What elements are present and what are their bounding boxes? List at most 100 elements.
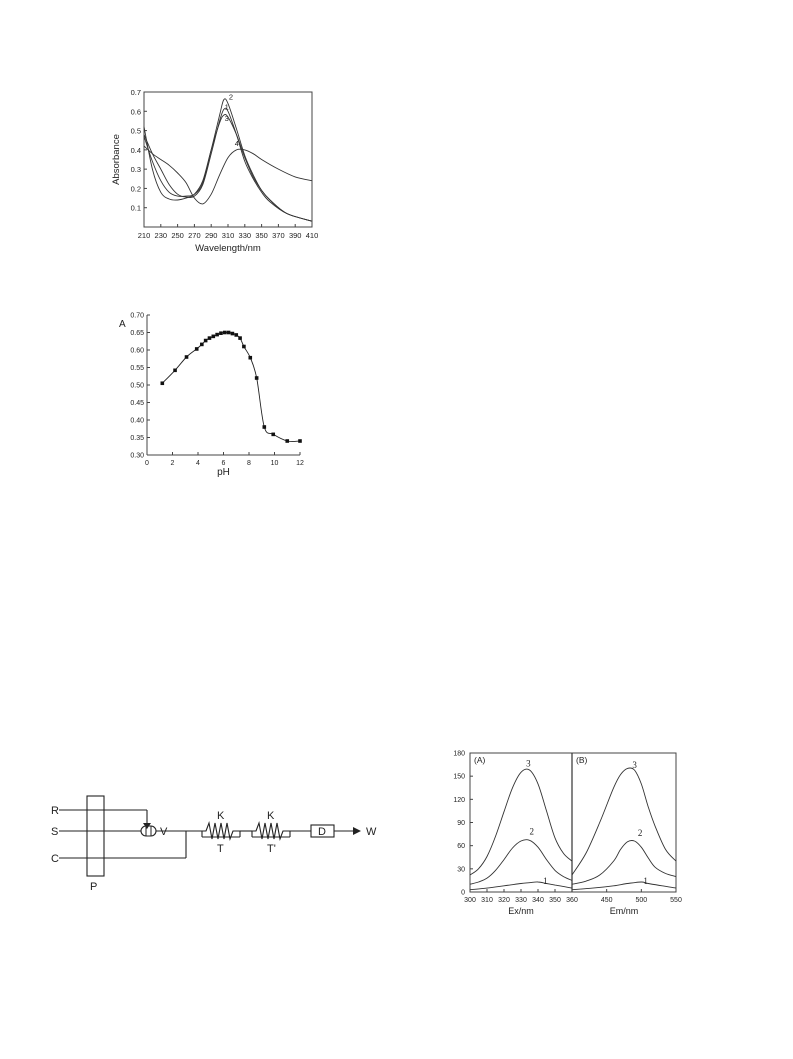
series-label-1: 1 bbox=[643, 876, 648, 886]
data-point bbox=[242, 344, 246, 349]
label-v: V bbox=[160, 826, 168, 838]
arrow-right-icon bbox=[353, 827, 361, 835]
absorbance-spectra-chart: 210 230 250 270 290 310 330 350 370 390 410 0.1 0.2 0… bbox=[111, 88, 319, 254]
x-tick-label: 340 bbox=[532, 897, 544, 904]
y-tick-label: 180 bbox=[453, 751, 465, 758]
series-label-3: 3 bbox=[632, 760, 637, 770]
x-axis-label: Em/nm bbox=[610, 906, 639, 914]
x-tick-label: 320 bbox=[498, 897, 510, 904]
label-w: W bbox=[366, 826, 377, 838]
data-point bbox=[254, 376, 259, 380]
label-k2: K bbox=[267, 810, 275, 822]
series-label-1: 1 bbox=[543, 876, 548, 886]
x-tick-label: 330 bbox=[515, 897, 527, 904]
data-point bbox=[285, 439, 290, 443]
series-line-2 bbox=[571, 840, 677, 885]
data-point bbox=[238, 336, 242, 340]
x-tick-label: 300 bbox=[464, 897, 476, 904]
y-tick-label: 0.50 bbox=[130, 383, 144, 390]
y-tick-label: 0.65 bbox=[130, 330, 144, 337]
x-tick-label: 4 bbox=[196, 460, 200, 467]
coil-k1 bbox=[202, 820, 240, 842]
x-axis-label: Wavelength/nm bbox=[195, 243, 261, 254]
plot-frame bbox=[469, 752, 677, 893]
y-axis-label: A bbox=[119, 319, 126, 330]
series-line-1 bbox=[469, 881, 573, 891]
x-tick-label: 360 bbox=[566, 897, 578, 904]
ph-curve-panel: 0 2 4 6 8 10 12 0.30 0.35 0.40 0.45 0.50 0.55 0.60 0.6… bbox=[115, 307, 315, 482]
series-label-2: 2 bbox=[638, 828, 643, 838]
x-axis-label: pH bbox=[217, 467, 230, 478]
fit-curve bbox=[161, 331, 301, 442]
series-line-3 bbox=[143, 114, 313, 222]
series-label-3: 3 bbox=[225, 114, 229, 123]
series-line-4 bbox=[143, 145, 313, 205]
label-t: T bbox=[217, 843, 224, 855]
pump-box bbox=[86, 795, 105, 877]
x-tick-label: 10 bbox=[271, 460, 279, 467]
x-tick-label: 500 bbox=[635, 897, 647, 904]
series-line-3 bbox=[571, 767, 677, 876]
valve-icon bbox=[140, 825, 157, 837]
data-point bbox=[219, 331, 223, 335]
y-tick-label: 0.6 bbox=[131, 107, 141, 116]
x-tick-label: 390 bbox=[289, 231, 302, 240]
x-tick-label: 370 bbox=[272, 231, 285, 240]
x-tick-label: 550 bbox=[670, 897, 682, 904]
x-tick-label: 210 bbox=[138, 231, 151, 240]
data-point bbox=[194, 347, 199, 351]
data-point bbox=[222, 330, 227, 335]
y-tick-label: 60 bbox=[457, 843, 465, 850]
x-tick-label: 6 bbox=[222, 460, 226, 467]
data-point bbox=[215, 332, 219, 337]
data-point bbox=[271, 432, 276, 437]
label-t-prime: T' bbox=[267, 843, 276, 855]
data-point bbox=[298, 439, 302, 443]
label-r: R bbox=[51, 805, 59, 817]
y-tick-label: 0.2 bbox=[131, 184, 141, 193]
x-tick-label: 230 bbox=[155, 231, 168, 240]
x-tick-label: 450 bbox=[601, 897, 613, 904]
y-tick-label: 0.1 bbox=[131, 204, 141, 213]
x-tick-label: 310 bbox=[222, 231, 235, 240]
y-tick-label: 0.5 bbox=[131, 127, 141, 136]
y-tick-label: 0.4 bbox=[131, 146, 141, 155]
y-tick-label: 120 bbox=[453, 797, 465, 804]
x-tick-label: 270 bbox=[188, 231, 201, 240]
data-point bbox=[234, 333, 239, 337]
y-tick-label: 0.30 bbox=[130, 453, 144, 460]
y-tick-label: 0.35 bbox=[130, 435, 144, 442]
flow-manifold-panel: R S C P V K K T T' D W bbox=[50, 793, 380, 893]
ph-absorbance-chart: 0 2 4 6 8 10 12 0.30 0.35 0.40 0.45 0.50 0.55 0.60 0.6… bbox=[119, 313, 304, 479]
coil-k2 bbox=[252, 820, 290, 842]
x-tick-label: 2 bbox=[171, 460, 175, 467]
series-line-1 bbox=[143, 107, 313, 222]
fluorescence-spectra-chart: 0 30 60 90 120 150 180 300 310 320 330 340 350 360 Ex/… bbox=[453, 751, 682, 917]
data-point bbox=[160, 381, 165, 386]
label-s: S bbox=[51, 826, 58, 838]
y-tick-label: 0.60 bbox=[130, 348, 144, 355]
x-tick-label: 350 bbox=[255, 231, 268, 240]
data-point bbox=[248, 355, 253, 360]
series-label-2: 2 bbox=[229, 93, 233, 102]
label-d: D bbox=[318, 826, 326, 838]
series-line-3 bbox=[469, 768, 573, 876]
data-point bbox=[262, 425, 267, 429]
y-tick-label: 0.45 bbox=[130, 400, 144, 407]
x-tick-label: 0 bbox=[145, 460, 149, 467]
panel-label: (B) bbox=[576, 755, 588, 765]
x-tick-label: 290 bbox=[205, 231, 218, 240]
y-tick-label: 0.40 bbox=[130, 418, 144, 425]
data-point bbox=[207, 336, 212, 340]
fluorescence-spectra-panel: 0 30 60 90 120 150 180 300 310 320 330 340 350 360 Ex/… bbox=[445, 746, 690, 917]
y-tick-label: 0.70 bbox=[130, 313, 144, 320]
data-point bbox=[211, 334, 216, 339]
x-tick-label: 8 bbox=[247, 460, 251, 467]
x-tick-label: 410 bbox=[306, 231, 319, 240]
y-tick-label: 0.7 bbox=[131, 88, 141, 97]
y-tick-label: 0.3 bbox=[131, 165, 141, 174]
data-point bbox=[184, 355, 189, 359]
x-tick-label: 310 bbox=[481, 897, 493, 904]
series-label-4: 4 bbox=[235, 139, 239, 148]
data-point bbox=[203, 338, 208, 343]
